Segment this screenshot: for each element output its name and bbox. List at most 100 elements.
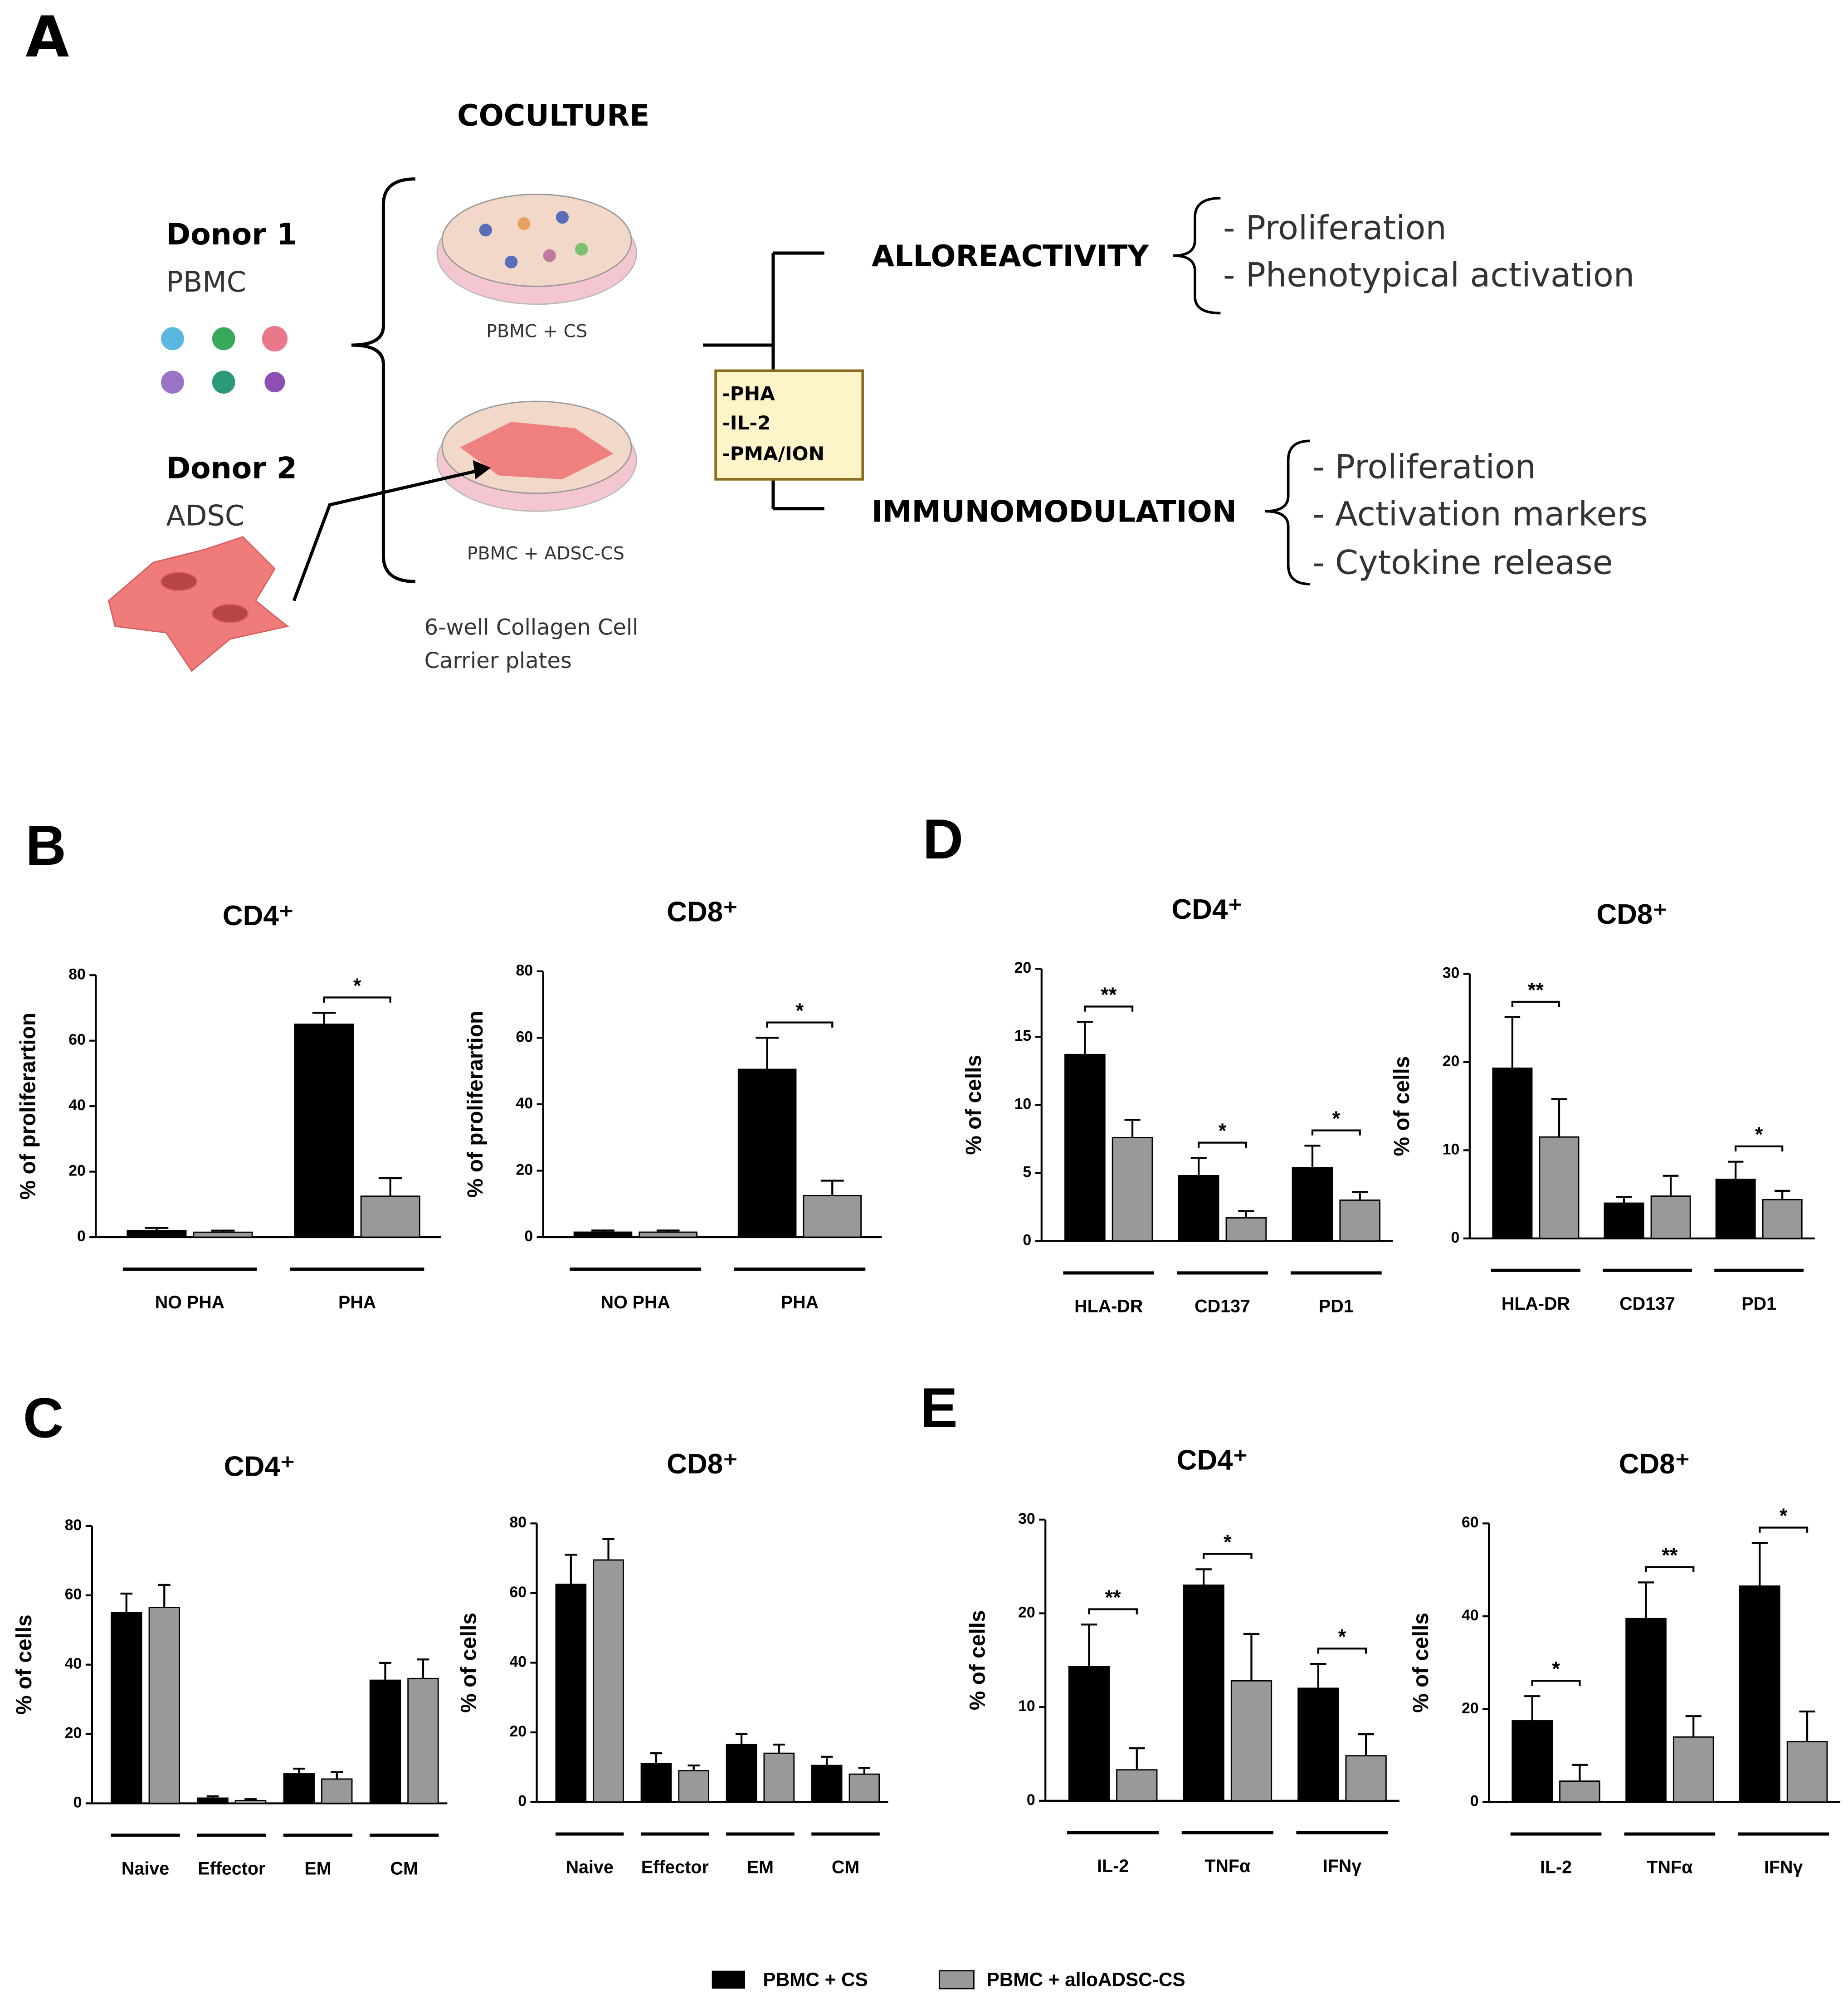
x-tick-label: Effector — [198, 1858, 265, 1878]
donor-name: Donor 2 — [166, 452, 297, 486]
bar — [1068, 1666, 1110, 1802]
bar — [1492, 1068, 1533, 1239]
y-axis-label: % of proliferartion — [463, 1011, 488, 1198]
x-tick-label: Effector — [641, 1858, 709, 1877]
x-tick-label: CD137 — [1619, 1294, 1675, 1314]
error-bar — [145, 1227, 169, 1231]
plates-label: 6-well Collagen Cell — [424, 615, 639, 640]
x-tick-label: EM — [747, 1858, 774, 1877]
error-bar — [1243, 1633, 1260, 1681]
error-bar — [1238, 1210, 1254, 1218]
significance-bracket — [1645, 1566, 1695, 1572]
branch-item: - Proliferation — [1223, 209, 1447, 247]
significance-bracket — [1088, 1608, 1138, 1614]
significance-bracket — [766, 1021, 834, 1028]
chart: 0 20 40 60 80 % of proliferartion CD8⁺ NO PHA PH… — [463, 896, 882, 1312]
chart: 0 20 40 60 80 % of cells CD8⁺ Naive Effector EM CM — [457, 1448, 888, 1877]
chart-title: CD4⁺ — [1177, 1444, 1248, 1476]
bar — [1604, 1202, 1644, 1239]
bar — [111, 1612, 142, 1804]
bar — [573, 1231, 633, 1238]
error-bar — [158, 1584, 171, 1608]
significance-label: ** — [1101, 983, 1117, 1006]
x-tick-label: TNFα — [1647, 1858, 1692, 1877]
significance-bracket — [1511, 1000, 1560, 1007]
bar — [193, 1231, 253, 1238]
y-tick-label: 20 — [65, 1725, 82, 1742]
significance-bracket — [1084, 1005, 1134, 1012]
bar — [1064, 1053, 1106, 1242]
dish-label: PBMC + ADSC-CS — [467, 543, 624, 564]
chart: 0 10 20 30 % of cells CD8⁺ HLA-DR ** CD137 PD1 * — [1390, 899, 1815, 1314]
x-tick-label: HLA-DR — [1502, 1294, 1570, 1314]
error-bar — [1727, 1160, 1744, 1180]
x-tick-label: NO PHA — [155, 1292, 224, 1312]
error-bar — [820, 1755, 833, 1766]
significance-label: * — [1780, 1504, 1788, 1527]
brace — [1265, 439, 1310, 585]
significance-label: * — [353, 974, 361, 997]
y-tick-label: 80 — [509, 1514, 527, 1531]
chart: B 0 20 40 60 80 % of proliferartion CD4⁺ NO PHA P… — [16, 814, 441, 1312]
arrow-head — [473, 460, 491, 479]
x-tick-label: CD137 — [1195, 1296, 1250, 1316]
panel-label: D — [923, 808, 964, 871]
chart-title: CD4⁺ — [223, 900, 294, 931]
error-bar — [1616, 1196, 1632, 1204]
y-tick-label: 20 — [1014, 959, 1032, 976]
arrow — [292, 468, 480, 601]
bar — [1559, 1780, 1600, 1803]
x-tick-label: Naive — [566, 1858, 614, 1877]
error-bar — [1504, 1016, 1521, 1068]
stimulus: -IL-2 — [722, 412, 770, 434]
bar — [639, 1231, 697, 1238]
error-bar — [293, 1767, 305, 1774]
x-tick-label: PD1 — [1319, 1296, 1354, 1316]
legend-swatch — [712, 1970, 745, 1989]
branch-name: IMMUNOMODULATION — [872, 495, 1237, 529]
y-tick-label: 0 — [77, 1228, 86, 1245]
y-tick-label: 0 — [518, 1793, 527, 1810]
y-tick-label: 0 — [524, 1228, 533, 1245]
y-tick-label: 60 — [509, 1584, 527, 1601]
error-bar — [602, 1538, 614, 1560]
significance-bracket — [1317, 1648, 1367, 1654]
panel-label: C — [23, 1387, 64, 1449]
panel-label: B — [25, 814, 66, 877]
bar — [1539, 1136, 1580, 1239]
error-bar — [1190, 1157, 1207, 1176]
y-tick-label: 5 — [1023, 1163, 1031, 1180]
y-tick-label: 80 — [65, 1516, 82, 1534]
y-tick-label: 60 — [68, 1031, 86, 1048]
significance-label: * — [1332, 1107, 1341, 1130]
bar — [1225, 1217, 1267, 1242]
donor-cells: ADSC — [166, 499, 244, 532]
y-tick-label: 10 — [1443, 1141, 1460, 1158]
error-bar — [1524, 1695, 1541, 1721]
significance-label: * — [1338, 1625, 1346, 1648]
y-axis-label: % of proliferartion — [16, 1013, 40, 1199]
y-tick-label: 30 — [1443, 964, 1460, 981]
x-tick-label: NO PHA — [601, 1292, 670, 1312]
bar — [1112, 1136, 1153, 1242]
error-bar — [120, 1592, 133, 1613]
y-tick-label: 60 — [1462, 1514, 1479, 1531]
bar — [1625, 1618, 1667, 1803]
error-bar — [858, 1767, 871, 1775]
x-tick-label: TNFα — [1204, 1856, 1250, 1876]
y-tick-label: 20 — [68, 1162, 86, 1180]
chart-title: CD8⁺ — [1619, 1448, 1690, 1480]
y-tick-label: 40 — [509, 1653, 527, 1670]
brace — [1173, 197, 1221, 315]
bar — [197, 1797, 229, 1804]
error-bar — [1129, 1747, 1145, 1770]
x-tick-label: PHA — [338, 1292, 376, 1312]
bar — [321, 1778, 353, 1804]
error-bar — [1685, 1715, 1702, 1737]
significance-label: ** — [1105, 1586, 1121, 1609]
panel-label: E — [920, 1377, 958, 1439]
bar — [1230, 1680, 1273, 1802]
legend-label: PBMC + alloADSC-CS — [987, 1969, 1185, 1990]
bar — [593, 1559, 624, 1803]
error-bar — [378, 1177, 402, 1196]
